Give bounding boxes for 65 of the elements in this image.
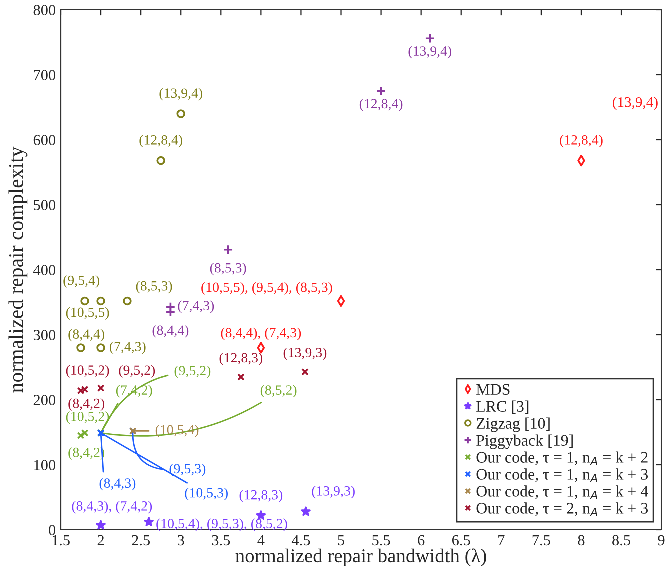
legend-label: Our code, τ = 1, n$_{A}$ = k + 3 (476, 468, 648, 482)
x-tick-label: 4 (258, 535, 265, 546)
y-tick-label: 100 (34, 460, 56, 470)
data-label: (8,4,3) (100, 478, 136, 491)
data-label: (9,5,3) (170, 464, 206, 476)
data-label: (13,9,4) (160, 88, 202, 101)
data-label: (10,5,4), (9,5,3), (8,5,2) (156, 518, 288, 532)
data-label: (12,8,3) (220, 352, 263, 366)
legend-label: Our code, τ = 2, n$_{A}$ = k + 3 (476, 502, 648, 516)
y-tick-label: 600 (34, 135, 56, 146)
data-label: (12,8,4) (140, 135, 182, 148)
data-label: (9,5,2) (174, 366, 211, 378)
x-tick-label: 9 (658, 535, 665, 546)
legend-label: LRC [3] (476, 400, 529, 414)
y-tick-label: 0 (49, 525, 56, 536)
data-label: (13,9,3) (284, 348, 327, 360)
x-tick-label: 7 (498, 535, 505, 546)
data-label: (8,5,3) (210, 262, 246, 276)
x-tick-label: 3.5 (212, 535, 230, 546)
y-tick-label: 800 (34, 5, 56, 16)
legend-label: MDS (476, 384, 510, 396)
y-axis-title: normalized repair complexity (8, 146, 28, 393)
x-tick-label: 5.5 (372, 535, 390, 546)
data-label: (10,5,2) (66, 365, 110, 378)
legend-label: Our code, τ = 1, n$_{A}$ = k + 2 (476, 452, 648, 466)
x-tick-label: 2 (98, 535, 104, 546)
y-tick-label: 500 (34, 200, 56, 210)
data-label: (9,5,2) (119, 365, 156, 378)
data-label: (8,4,2) (68, 398, 104, 412)
legend-label: Our code, τ = 1, n$_{A}$ = k + 4 (476, 486, 648, 500)
x-tick-label: 7.5 (532, 535, 550, 546)
data-label: (10,5,5), (9,5,4), (8,5,3) (202, 282, 332, 295)
data-label: (13,9,4) (408, 46, 452, 59)
data-label: (7,4,3) (178, 300, 214, 314)
data-label: (8,4,4), (7,4,3) (221, 328, 302, 340)
data-label: (12,8,4) (360, 98, 403, 112)
data-label: (8,4,4) (68, 329, 104, 342)
x-tick-label: 2.5 (132, 535, 150, 546)
data-label: (12,8,4) (560, 135, 603, 148)
x-tick-label: 1.5 (52, 535, 70, 546)
data-label: (8,4,3), (7,4,2) (72, 501, 152, 514)
data-label: (7,4,3) (110, 342, 146, 354)
y-tick-label: 300 (34, 330, 56, 340)
annotation: (13,9,4) (613, 96, 658, 110)
x-tick-label: 3 (178, 535, 184, 546)
legend-label: Piggyback [19] (476, 434, 573, 450)
data-label: (12,8,3) (240, 490, 283, 503)
y-tick-label: 200 (34, 395, 56, 406)
x-tick-label: 6.5 (452, 535, 470, 546)
x-tick-label: 5 (338, 535, 344, 546)
data-label: (8,4,4) (152, 325, 189, 338)
y-tick-label: 400 (34, 265, 56, 276)
data-label: (10,5,5) (66, 307, 110, 320)
data-label: (8,5,2) (260, 385, 297, 398)
data-label: (8,5,3) (136, 281, 172, 294)
x-tick-label: 8 (578, 535, 585, 546)
x-tick-label: 4.5 (292, 535, 310, 546)
x-tick-label: 8.5 (612, 535, 630, 546)
x-axis-title: normalized repair bandwidth (λ) (236, 548, 486, 567)
legend-label: Zigzag [10] (476, 418, 550, 432)
data-label: (9,5,4) (64, 275, 100, 288)
x-tick-label: 6 (418, 535, 425, 546)
data-label: (10,5,3) (185, 488, 228, 501)
data-label: (13,9,3) (312, 486, 355, 499)
y-tick-label: 700 (34, 70, 56, 80)
